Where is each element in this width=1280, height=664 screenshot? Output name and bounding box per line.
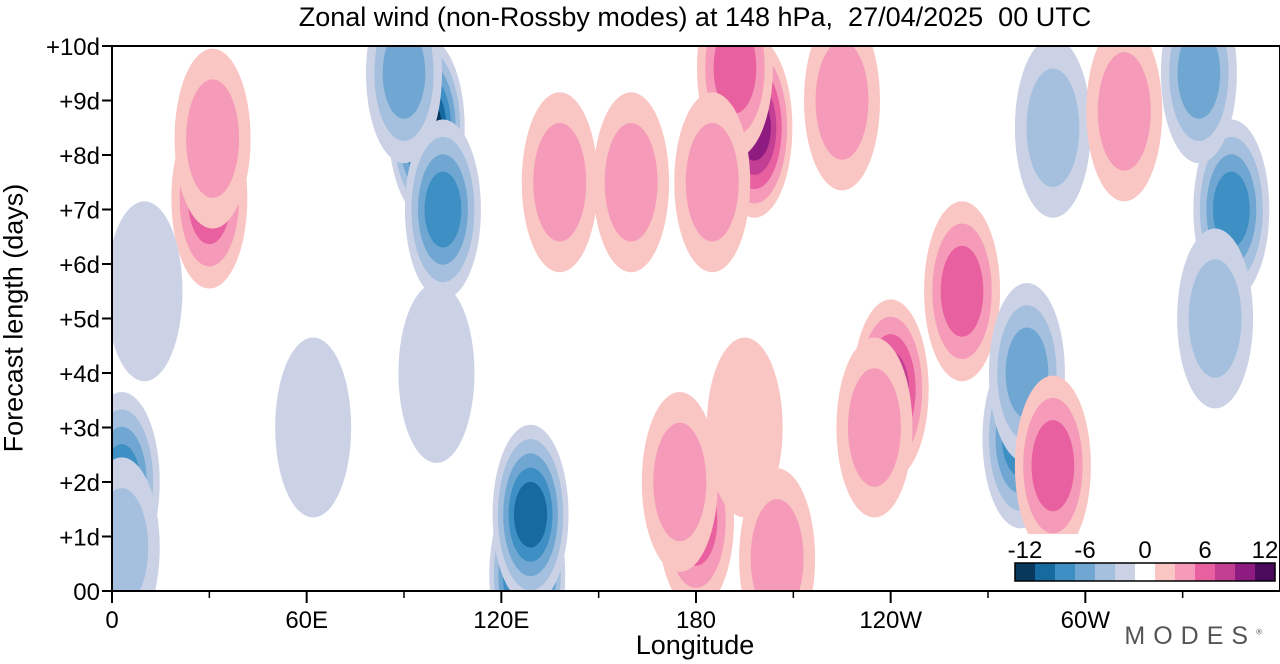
- x-axis-title: Longitude: [635, 630, 755, 660]
- colorbar: -12 -6 0 6 12: [1008, 534, 1279, 588]
- contour-band: [112, 488, 149, 591]
- x-tick-label: 0: [105, 607, 118, 634]
- wind-feature: [593, 92, 670, 273]
- x-tick-label: 60E: [285, 607, 328, 634]
- colorbar-swatch: [1215, 563, 1236, 581]
- contour-band: [940, 245, 984, 337]
- colorbar-label: -6: [1074, 537, 1095, 564]
- wind-feature: [836, 337, 913, 518]
- colorbar-label: 0: [1138, 537, 1151, 564]
- contour-band: [604, 123, 658, 242]
- wind-feature: [804, 46, 880, 191]
- x-tick-label: 180: [676, 607, 716, 634]
- contour-band: [424, 171, 462, 248]
- contour-band: [706, 337, 783, 518]
- colorbar-swatch: [1015, 563, 1036, 581]
- colorbar-label: -12: [1008, 537, 1043, 564]
- y-tick-label: +2d: [59, 470, 100, 497]
- contour-band: [533, 123, 587, 242]
- colorbar-swatch: [1115, 563, 1136, 581]
- wind-feature: [492, 424, 569, 591]
- wind-feature: [1160, 46, 1237, 164]
- y-tick-label: +10d: [46, 34, 100, 61]
- contour-band: [1097, 52, 1151, 171]
- modes-logo: MODES®: [1124, 622, 1262, 650]
- y-tick-label: +4d: [59, 361, 100, 388]
- contour-band: [112, 201, 183, 382]
- contour-band: [382, 46, 426, 119]
- colorbar-swatch: [1055, 563, 1076, 581]
- colorbar-swatch: [1195, 563, 1216, 581]
- x-tick-label: 120W: [859, 607, 922, 634]
- colorbar-frame: [1014, 562, 1276, 582]
- contour-band: [815, 46, 869, 160]
- contour-band: [1031, 420, 1075, 512]
- wind-field: [112, 46, 1270, 591]
- wind-feature: [706, 337, 783, 518]
- contour-band: [653, 422, 707, 542]
- x-axis: 0 60E 120E 180 120W 60W: [105, 591, 1184, 634]
- contour-band: [847, 368, 901, 487]
- contour-band: [513, 481, 548, 548]
- contour-band: [186, 79, 240, 198]
- y-axis: 00 +1d +2d +3d +4d +5d +6d +7d +8d +9d +10d: [46, 34, 112, 606]
- wind-feature: [398, 283, 475, 463]
- wind-feature: [674, 92, 751, 273]
- wind-feature: [404, 119, 481, 300]
- wind-feature: [924, 201, 1001, 382]
- contour-band: [275, 337, 352, 518]
- contour-band: [1188, 259, 1242, 378]
- contour-band: [750, 499, 804, 591]
- x-tick-label: 60W: [1061, 607, 1111, 634]
- y-tick-label: +8d: [59, 143, 100, 170]
- y-tick-label: +1d: [59, 525, 100, 552]
- wind-feature: [366, 46, 442, 164]
- wind-feature: [174, 48, 251, 229]
- y-tick-label: +3d: [59, 416, 100, 443]
- contour-band: [1026, 68, 1080, 187]
- y-axis-title-text: Forecast length (days): [0, 183, 29, 453]
- wind-feature: [1177, 228, 1254, 409]
- colorbar-swatch: [1175, 563, 1196, 581]
- y-tick-label: +7d: [59, 198, 100, 225]
- contour-band: [1177, 46, 1221, 119]
- colorbar-swatch: [1235, 563, 1256, 581]
- wind-feature: [1014, 375, 1091, 556]
- y-tick-label: +6d: [59, 252, 100, 279]
- y-tick-label: +9d: [59, 89, 100, 116]
- y-tick-label: 00: [73, 579, 100, 606]
- colorbar-swatch: [1155, 563, 1176, 581]
- wind-feature: [1014, 46, 1091, 218]
- colorbar-label: 12: [1252, 537, 1279, 564]
- contour-band: [1212, 171, 1250, 248]
- colorbar-swatch: [1075, 563, 1096, 581]
- contour-band: [685, 123, 739, 242]
- y-tick-label: +5d: [59, 307, 100, 334]
- wind-feature: [641, 392, 718, 572]
- colorbar-swatch: [1255, 563, 1276, 581]
- wind-feature: [1086, 46, 1163, 202]
- wind-feature: [112, 201, 183, 382]
- colorbar-swatch: [1035, 563, 1056, 581]
- x-tick-label: 120E: [473, 607, 529, 634]
- wind-feature: [275, 337, 352, 518]
- wind-feature: [521, 92, 598, 273]
- contour-band: [713, 46, 757, 114]
- wind-feature: [112, 457, 160, 591]
- colorbar-swatch: [1135, 563, 1156, 581]
- contour-band: [398, 283, 475, 463]
- colorbar-label: 6: [1198, 537, 1211, 564]
- colorbar-swatch: [1095, 563, 1116, 581]
- chart-title: Zonal wind (non-Rossby modes) at 148 hPa…: [298, 2, 1092, 32]
